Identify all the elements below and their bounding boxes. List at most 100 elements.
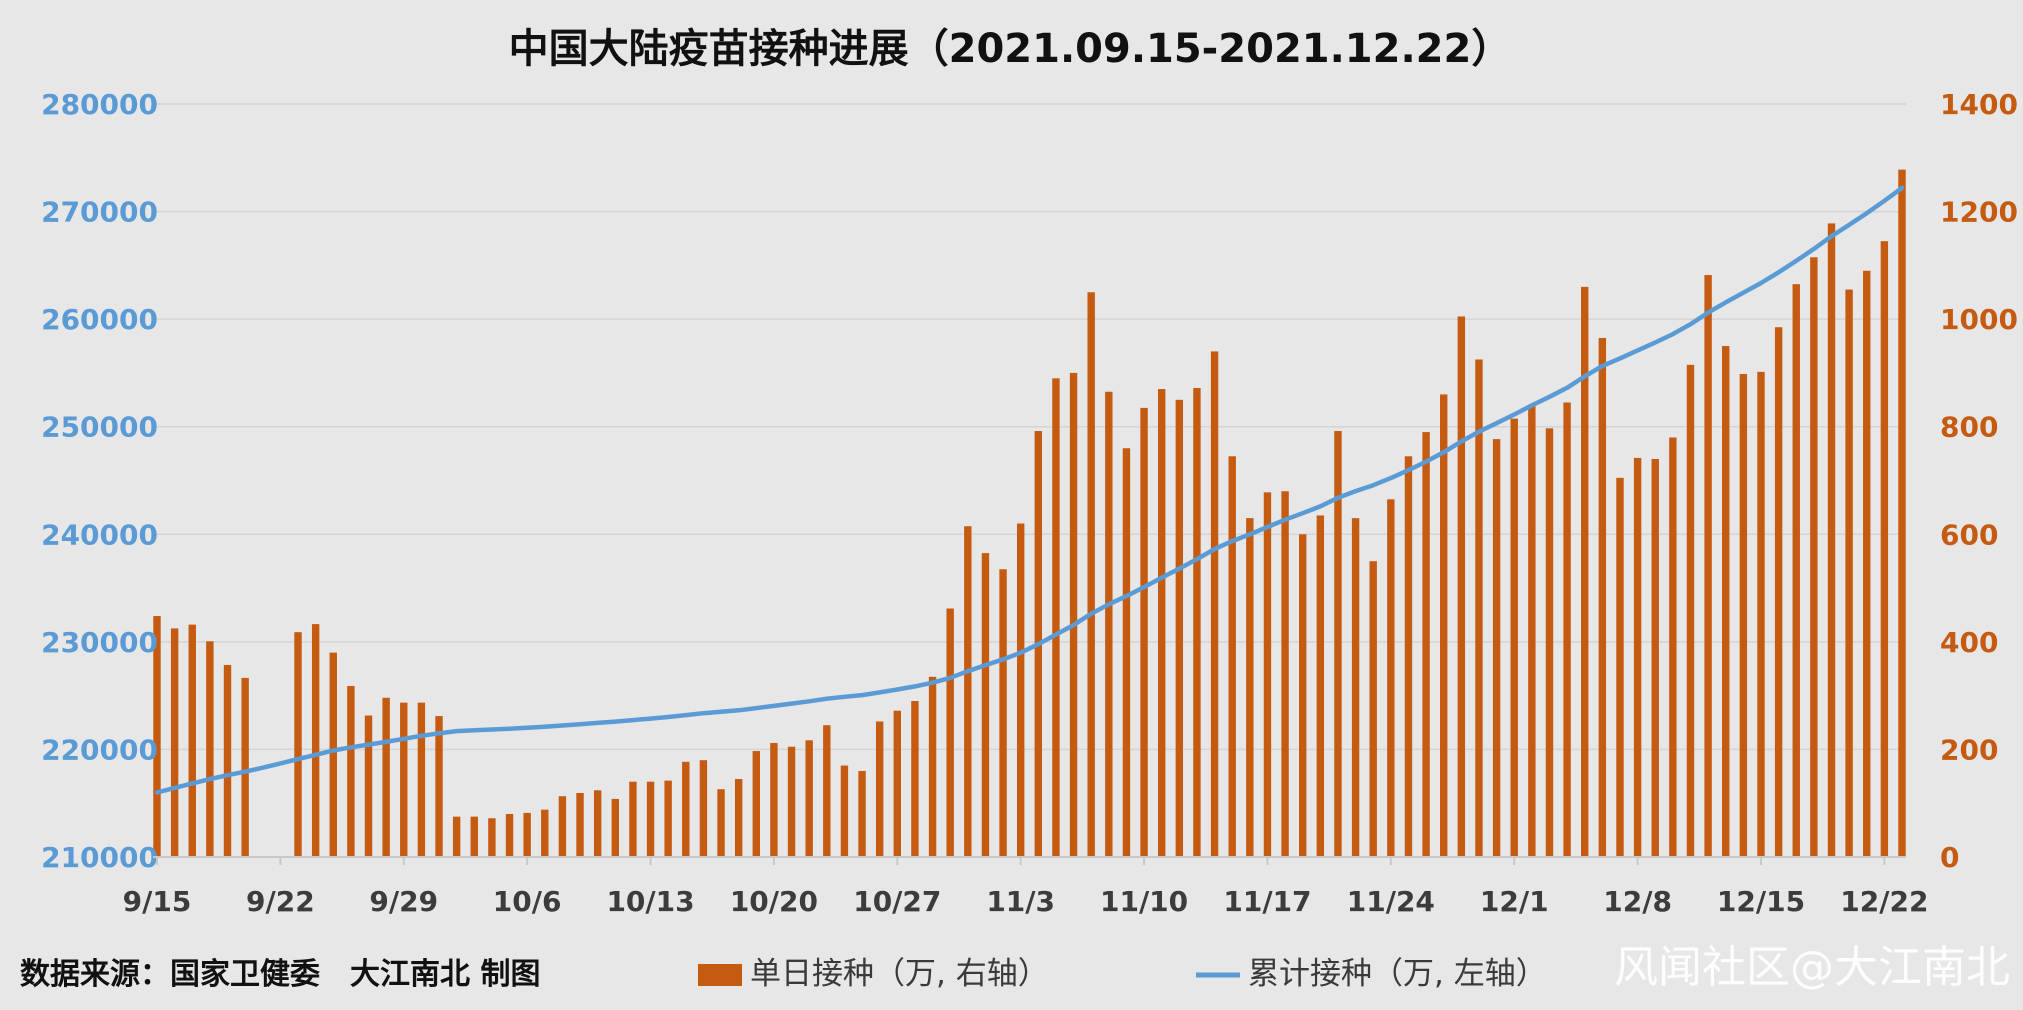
footer: 数据来源：国家卫健委 大江南北 制图 单日接种（万, 右轴） 累计接种（万, 左… xyxy=(20,942,2010,993)
daily-bar xyxy=(153,616,161,857)
daily-bar xyxy=(1069,372,1078,857)
daily-bar xyxy=(1281,491,1289,857)
daily-bar xyxy=(1193,387,1201,857)
daily-bar xyxy=(435,716,443,857)
daily-bar xyxy=(1528,406,1536,857)
daily-bar xyxy=(928,676,937,857)
x-tick-label: 12/1 xyxy=(1480,885,1549,918)
daily-bar xyxy=(840,765,849,857)
daily-bar xyxy=(1369,561,1377,857)
daily-bar xyxy=(1669,437,1677,857)
daily-bar xyxy=(1140,407,1148,857)
daily-bar xyxy=(1581,286,1589,857)
daily-bar xyxy=(1404,456,1413,857)
daily-bar xyxy=(682,761,690,857)
y-left-tick-label: 210000 xyxy=(41,841,158,874)
watermark: 风闻社区@大江南北 xyxy=(1614,942,2010,993)
cumulative-line xyxy=(154,185,1905,795)
daily-bar xyxy=(1122,448,1131,857)
daily-bar xyxy=(646,781,655,857)
daily-bar xyxy=(1827,223,1836,857)
daily-bar xyxy=(241,677,249,857)
daily-bar xyxy=(1845,289,1853,858)
daily-bar xyxy=(505,813,514,857)
daily-bar xyxy=(1563,402,1571,857)
daily-bar xyxy=(734,779,743,857)
daily-bar xyxy=(1210,351,1219,857)
y-right-tick-label: 0 xyxy=(1940,841,1959,874)
y-left-tick-label: 260000 xyxy=(41,303,158,336)
y-left-tick-label: 240000 xyxy=(41,518,158,551)
daily-bar xyxy=(1739,374,1748,857)
daily-bar xyxy=(752,751,760,857)
daily-bar xyxy=(523,812,531,857)
x-tick-label: 11/3 xyxy=(986,885,1055,918)
axes: 210000 0 220000 200 230000 400 240000 600 250000… xyxy=(41,88,2018,918)
y-left-tick-label: 220000 xyxy=(41,733,158,766)
daily-bar xyxy=(1228,456,1236,857)
daily-bar xyxy=(1686,364,1695,857)
daily-bar xyxy=(1616,477,1624,857)
daily-bar xyxy=(170,628,179,857)
daily-bar xyxy=(1880,241,1889,857)
daily-bar xyxy=(329,652,337,857)
cumulative-line-path xyxy=(154,185,1905,795)
daily-bar xyxy=(946,608,954,857)
daily-bar xyxy=(1016,523,1025,857)
daily-bar xyxy=(629,781,637,857)
daily-bar xyxy=(1810,257,1818,857)
daily-bar xyxy=(1510,418,1518,857)
y-left-tick-label: 230000 xyxy=(41,626,158,659)
daily-bar xyxy=(593,790,602,857)
chart-title: 中国大陆疫苗接种进展（2021.09.15-2021.12.22） xyxy=(509,26,1512,72)
daily-bar xyxy=(770,742,778,857)
daily-bar xyxy=(1299,534,1307,857)
y-right-tick-label: 1200 xyxy=(1940,196,2018,229)
y-right-tick-label: 1400 xyxy=(1940,88,2018,121)
legend-line-label: 累计接种（万, 左轴） xyxy=(1248,956,1547,992)
x-tick-label: 10/20 xyxy=(730,885,818,918)
y-right-tick-label: 1000 xyxy=(1940,303,2018,336)
daily-bar xyxy=(1898,169,1906,857)
x-tick-label: 9/22 xyxy=(246,885,315,918)
daily-bar xyxy=(223,664,232,857)
daily-bar xyxy=(1633,457,1642,857)
daily-bar xyxy=(417,702,426,857)
daily-bar xyxy=(1351,518,1360,857)
daily-bars xyxy=(153,169,1906,858)
daily-bar xyxy=(858,770,866,857)
x-tick-label: 9/29 xyxy=(369,885,438,918)
daily-bar xyxy=(1105,391,1113,857)
y-left-tick-label: 280000 xyxy=(41,88,158,121)
daily-bar xyxy=(717,789,725,857)
daily-bar xyxy=(1422,432,1430,857)
daily-bar xyxy=(611,798,619,857)
source-note: 数据来源：国家卫健委 大江南北 制图 xyxy=(20,957,540,992)
daily-bar xyxy=(364,715,373,857)
daily-bar xyxy=(400,702,408,857)
y-right-tick-label: 800 xyxy=(1940,411,1998,444)
daily-bar xyxy=(206,641,214,857)
y-right-tick-label: 400 xyxy=(1940,626,1998,659)
legend-bar-swatch xyxy=(698,964,742,986)
daily-bar xyxy=(188,624,196,857)
daily-bar xyxy=(1157,389,1166,857)
daily-bar xyxy=(311,624,320,857)
x-tick-label: 10/27 xyxy=(853,885,941,918)
daily-bar xyxy=(1440,394,1448,857)
y-left-tick-label: 270000 xyxy=(41,196,158,229)
daily-bar xyxy=(1722,346,1730,857)
x-tick-label: 12/15 xyxy=(1717,885,1805,918)
daily-bar xyxy=(470,816,478,857)
daily-bar xyxy=(981,553,990,857)
daily-bar xyxy=(1792,284,1800,857)
daily-bar xyxy=(382,697,390,857)
daily-bar xyxy=(1457,316,1466,857)
daily-bar xyxy=(1316,515,1325,857)
daily-bar xyxy=(1651,458,1659,857)
x-tick-label: 12/8 xyxy=(1603,885,1672,918)
daily-bar xyxy=(576,792,584,857)
daily-bar xyxy=(787,746,796,857)
daily-bar xyxy=(488,818,496,857)
y-left-tick-label: 250000 xyxy=(41,411,158,444)
